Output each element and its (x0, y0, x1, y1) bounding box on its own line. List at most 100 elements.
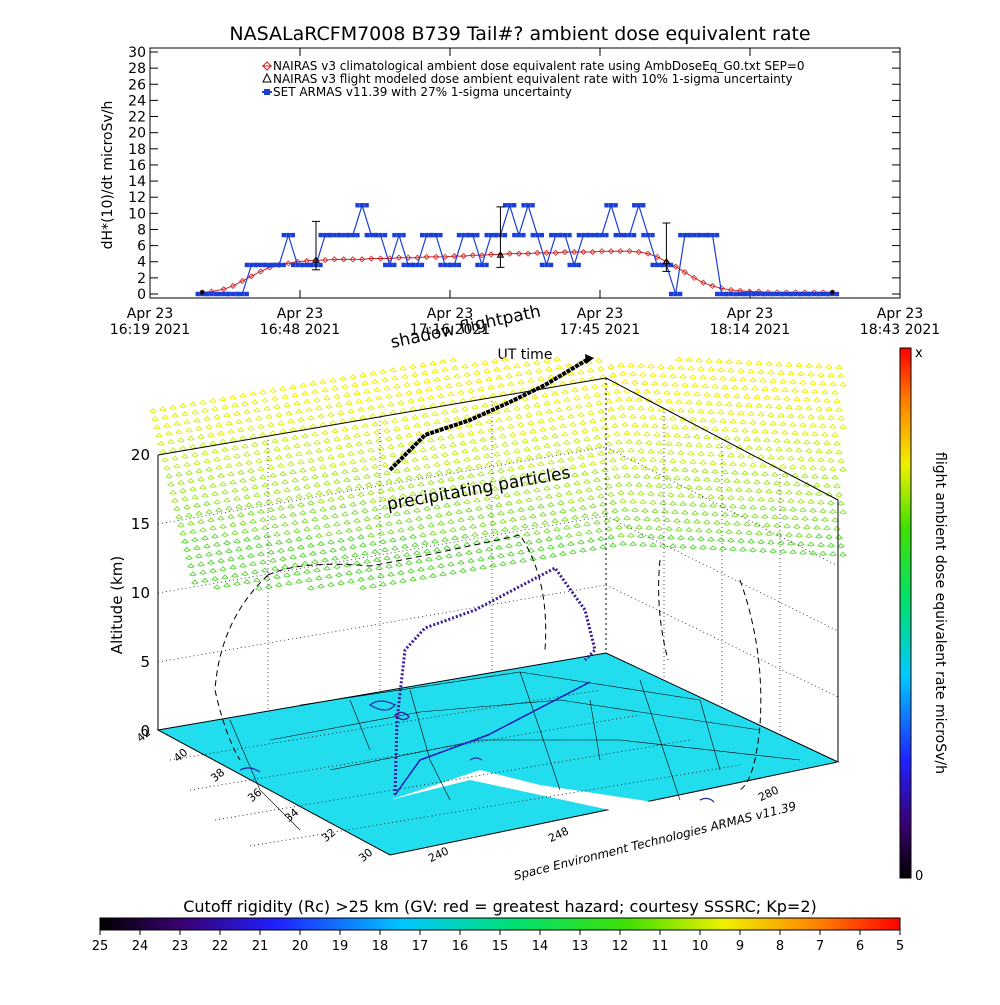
particle-mark (715, 485, 723, 492)
particle-mark (617, 489, 625, 496)
particle-mark (411, 541, 419, 548)
particle-mark (791, 387, 799, 393)
particle-mark (471, 489, 479, 495)
particle-mark (333, 478, 341, 484)
particle-mark (329, 419, 337, 426)
particle-mark (399, 365, 407, 371)
particle-mark (485, 418, 493, 425)
particle-mark (607, 534, 615, 540)
particle-mark (803, 524, 811, 530)
y-tick-label: 14 (128, 174, 146, 190)
particle-mark (477, 428, 485, 434)
particle-mark (365, 439, 373, 445)
particle-mark (757, 538, 765, 545)
particle-mark (477, 556, 485, 562)
particle-mark (491, 358, 499, 364)
particle-mark (693, 518, 701, 525)
particle-mark (363, 473, 371, 479)
particle-mark (359, 584, 367, 591)
particle-mark (667, 534, 675, 540)
particle-mark (665, 483, 673, 489)
particle-mark (817, 541, 825, 548)
particle-mark (379, 538, 387, 545)
particle-mark (637, 490, 645, 496)
particle-mark (503, 492, 511, 498)
particle-mark (553, 398, 561, 405)
y-tick-label: 22 (128, 110, 146, 126)
particle-mark (757, 368, 765, 375)
particle-mark (589, 503, 597, 509)
particle-mark (243, 579, 251, 585)
particle-mark (351, 424, 359, 430)
particle-mark (325, 488, 333, 494)
particle-mark (469, 438, 477, 444)
particle-mark (537, 376, 545, 382)
particle-mark (223, 454, 231, 461)
particle-mark (709, 375, 717, 381)
particle-mark (791, 430, 799, 436)
particle-mark (805, 532, 813, 539)
particle-mark (555, 491, 563, 498)
particle-mark (709, 460, 717, 466)
particle-mark (535, 367, 543, 374)
particle-mark (787, 370, 795, 376)
particle-mark (429, 360, 437, 366)
particle-mark (747, 453, 755, 459)
particle-mark (325, 573, 333, 579)
particle-mark (431, 538, 439, 544)
particle-mark (521, 523, 529, 529)
particle-mark (429, 530, 437, 536)
particle-mark (671, 509, 679, 515)
armas-point (549, 232, 554, 238)
particle-mark (413, 465, 421, 471)
particle-mark (415, 430, 423, 437)
armas-point (521, 203, 526, 208)
particle-mark (273, 573, 281, 580)
particle-mark (705, 485, 713, 491)
particle-mark (265, 456, 273, 462)
particle-mark (399, 535, 407, 541)
particle-mark (817, 456, 825, 463)
particle-mark (827, 457, 835, 463)
particle-mark (509, 431, 517, 438)
particle-mark (597, 450, 605, 457)
armas-point (539, 262, 545, 268)
particle-mark (461, 363, 469, 369)
armas-point (595, 232, 600, 238)
particle-mark (755, 530, 763, 536)
particle-mark (837, 542, 845, 549)
particle-mark (605, 483, 613, 489)
particle-mark (369, 498, 377, 504)
particle-mark (161, 414, 169, 420)
particle-mark (771, 471, 779, 477)
particle-mark (203, 500, 211, 507)
particle-mark (445, 553, 453, 559)
particle-mark (251, 484, 259, 490)
particle-mark (635, 524, 643, 530)
particle-mark (767, 454, 775, 460)
particle-mark (291, 519, 299, 526)
nairas-climatological-point (598, 248, 605, 255)
particle-mark (729, 418, 737, 424)
particle-mark (395, 561, 403, 567)
particle-mark (707, 493, 715, 500)
particle-mark (567, 413, 575, 419)
particle-mark (219, 481, 227, 487)
x-tick-label-date: Apr 23 (427, 306, 473, 322)
particle-mark (201, 407, 209, 413)
particle-mark (353, 517, 361, 524)
particle-mark (755, 487, 763, 494)
particle-mark (633, 515, 641, 522)
particle-mark (765, 530, 773, 537)
particle-mark (261, 567, 269, 573)
map-grid (169, 689, 741, 847)
particle-mark (813, 482, 821, 488)
particle-mark (755, 445, 763, 451)
particle-mark (427, 479, 435, 485)
particle-mark (793, 481, 801, 487)
particle-mark (499, 433, 507, 439)
particle-mark (329, 547, 337, 553)
armas-point (359, 203, 365, 208)
armas-point (788, 291, 794, 297)
particle-mark (407, 483, 415, 489)
